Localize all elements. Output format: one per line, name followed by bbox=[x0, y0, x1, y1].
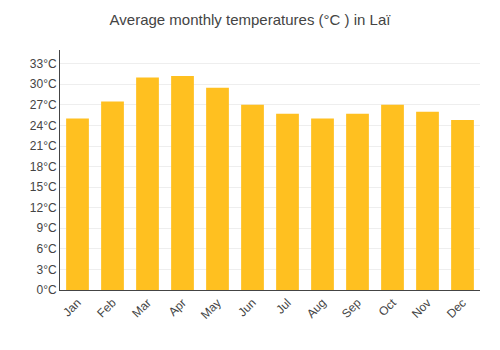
svg-text:May: May bbox=[198, 296, 224, 322]
svg-text:Nov: Nov bbox=[409, 296, 434, 321]
svg-text:6°C: 6°C bbox=[36, 242, 56, 256]
svg-text:Sep: Sep bbox=[339, 296, 364, 321]
svg-text:21°C: 21°C bbox=[30, 139, 57, 153]
svg-text:Jan: Jan bbox=[60, 296, 84, 320]
svg-text:15°C: 15°C bbox=[30, 180, 57, 194]
svg-text:Feb: Feb bbox=[94, 296, 119, 321]
svg-text:Apr: Apr bbox=[166, 296, 189, 319]
svg-text:30°C: 30°C bbox=[30, 77, 57, 91]
svg-text:Oct: Oct bbox=[376, 295, 400, 319]
svg-text:33°C: 33°C bbox=[30, 57, 57, 71]
svg-text:Mar: Mar bbox=[129, 296, 154, 321]
svg-text:3°C: 3°C bbox=[36, 263, 56, 277]
svg-text:Jul: Jul bbox=[273, 296, 294, 317]
svg-text:Jun: Jun bbox=[235, 296, 259, 320]
svg-text:12°C: 12°C bbox=[30, 201, 57, 215]
svg-text:24°C: 24°C bbox=[30, 119, 57, 133]
svg-text:Dec: Dec bbox=[444, 296, 469, 321]
svg-text:27°C: 27°C bbox=[30, 98, 57, 112]
svg-text:Average monthly temperatures (: Average monthly temperatures (°C ) in La… bbox=[110, 11, 392, 28]
svg-text:Aug: Aug bbox=[304, 296, 329, 321]
svg-text:9°C: 9°C bbox=[36, 221, 56, 235]
svg-text:18°C: 18°C bbox=[30, 160, 57, 174]
svg-text:0°C: 0°C bbox=[36, 283, 56, 297]
